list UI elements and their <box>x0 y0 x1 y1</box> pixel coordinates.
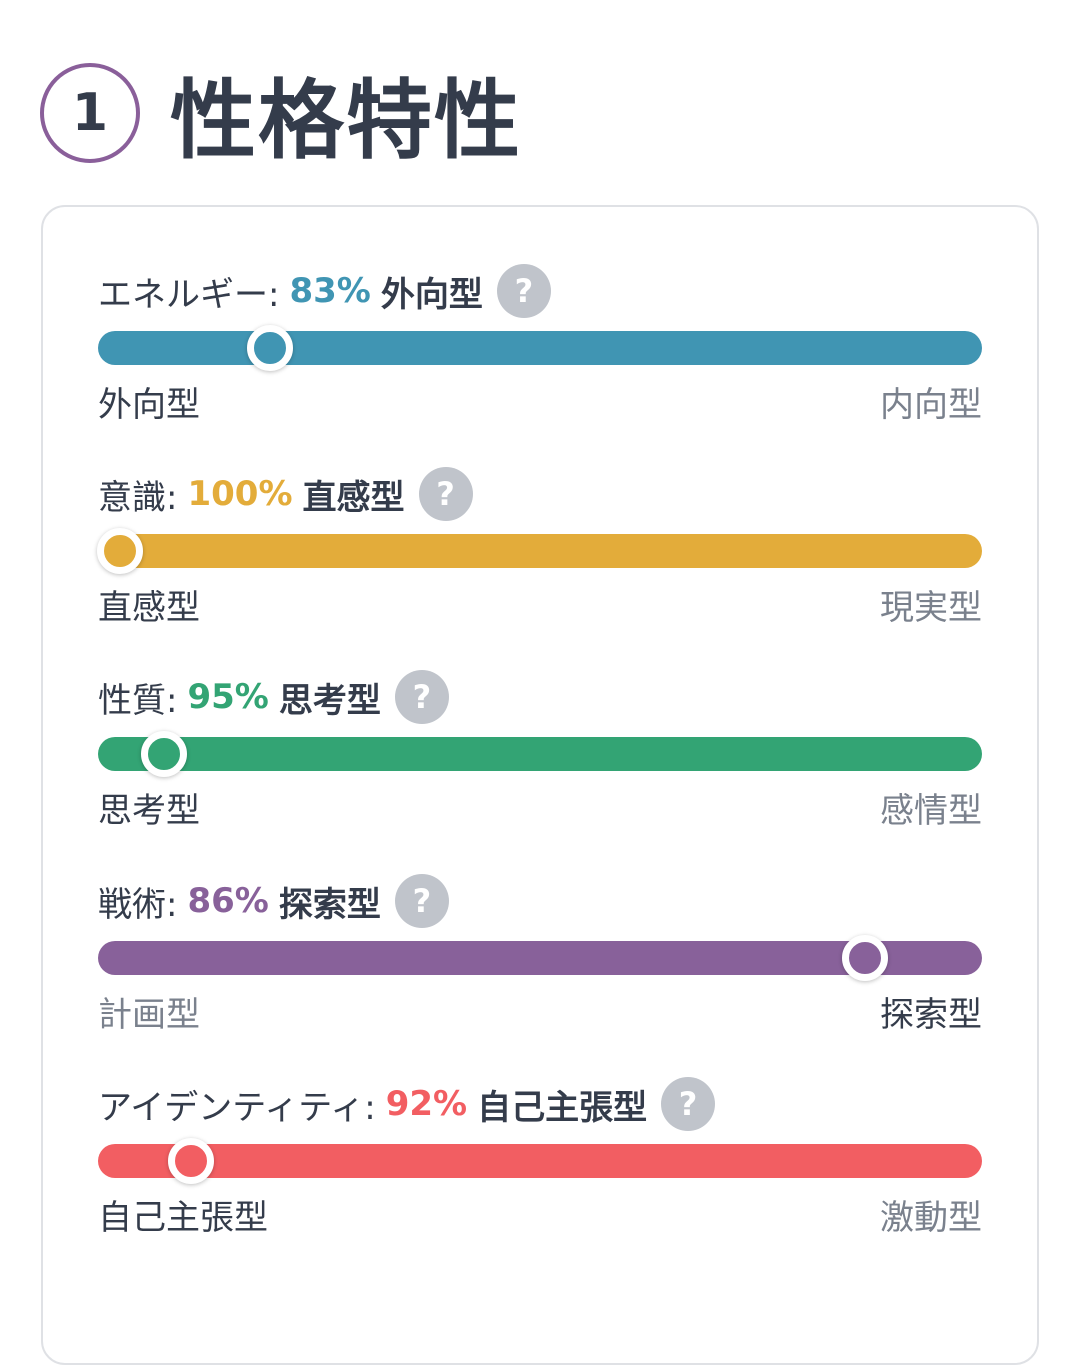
trait-bar <box>98 331 982 365</box>
help-icon[interactable]: ? <box>418 467 473 521</box>
trait-slider-knob[interactable] <box>842 935 889 981</box>
trait-percent: 83% <box>289 271 371 311</box>
trait-name: アイデンティティ: <box>98 1087 376 1128</box>
trait-heading: 性質: 95% 思考型 ? <box>98 669 449 725</box>
help-icon[interactable]: ? <box>394 874 449 928</box>
trait-name: 意識: <box>98 477 178 518</box>
trait-slider-knob[interactable] <box>141 731 188 777</box>
trait-left-label: 直感型 <box>98 588 200 628</box>
trait-slider-knob[interactable] <box>247 325 294 371</box>
step-number-badge: 1 <box>40 62 140 163</box>
trait-right-label: 感情型 <box>880 791 982 831</box>
trait-slider-knob[interactable] <box>167 1138 214 1184</box>
help-icon[interactable]: ? <box>496 264 551 318</box>
trait-right-label: 現実型 <box>880 588 982 628</box>
page-title: 性格特性 <box>170 71 522 171</box>
trait-bar <box>98 941 982 975</box>
trait-heading: エネルギー: 83% 外向型 ? <box>98 263 551 319</box>
trait-heading: 戦術: 86% 探索型 ? <box>98 873 449 929</box>
trait-bar <box>98 1144 982 1178</box>
trait-right-label: 内向型 <box>880 385 982 425</box>
trait-left-label: 外向型 <box>98 385 200 425</box>
trait-name: 戦術: <box>98 884 178 925</box>
trait-percent: 92% <box>385 1084 468 1124</box>
trait-percent: 100% <box>187 474 293 514</box>
trait-left-label: 計画型 <box>98 995 200 1035</box>
trait-type: 探索型 <box>278 884 381 925</box>
trait-type: 思考型 <box>278 680 381 721</box>
trait-heading: アイデンティティ: 92% 自己主張型 ? <box>98 1076 716 1132</box>
trait-slider-knob[interactable] <box>97 528 144 574</box>
trait-type: 直感型 <box>302 477 405 518</box>
trait-heading: 意識: 100% 直感型 ? <box>98 466 473 522</box>
trait-bar <box>98 737 982 771</box>
trait-right-label: 激動型 <box>880 1198 982 1238</box>
trait-percent: 86% <box>187 881 269 921</box>
trait-bar <box>98 534 982 568</box>
trait-percent: 95% <box>187 677 269 717</box>
trait-type: 外向型 <box>380 274 483 315</box>
trait-name: 性質: <box>98 680 178 721</box>
trait-left-label: 自己主張型 <box>98 1198 268 1238</box>
trait-left-label: 思考型 <box>98 791 200 831</box>
help-icon[interactable]: ? <box>394 670 449 724</box>
help-icon[interactable]: ? <box>661 1077 716 1131</box>
trait-type: 自己主張型 <box>477 1087 648 1128</box>
trait-right-label: 探索型 <box>880 995 982 1035</box>
trait-name: エネルギー: <box>98 274 280 315</box>
section-header: 1 性格特性 <box>40 50 522 175</box>
